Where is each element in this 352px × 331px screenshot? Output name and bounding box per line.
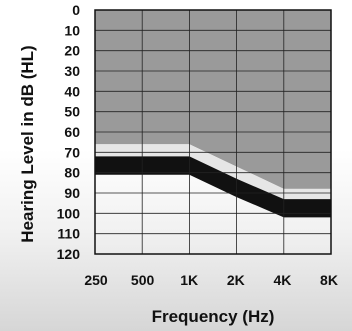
y-tick-label: 120 [57,246,81,262]
x-tick-labels: 250 500 1K 2K 4K 8K [84,272,338,288]
x-tick-label: 500 [131,272,155,288]
x-tick-label: 250 [84,272,108,288]
plot-frame [94,9,332,255]
x-tick-label: 2K [227,272,245,288]
y-axis-label: Hearing Level in dB (HL) [18,45,37,242]
y-tick-label: 60 [64,124,80,140]
y-tick-label: 0 [72,2,80,18]
y-tick-label: 100 [57,205,81,221]
y-tick-label: 70 [64,144,80,160]
y-tick-label: 110 [57,226,80,242]
severity-bands [95,10,331,218]
x-tick-label: 4K [273,272,291,288]
y-tick-label: 30 [64,63,80,79]
x-tick-label: 1K [180,272,198,288]
y-tick-label: 90 [64,185,80,201]
band-1 [95,144,331,200]
y-tick-labels: 0 10 20 30 40 50 60 70 80 90 100 110 120 [57,2,81,262]
grid-lines [95,10,331,254]
x-tick-label: 8K [320,272,338,288]
y-tick-label: 20 [64,43,80,59]
band-2 [95,156,331,218]
y-tick-label: 10 [64,22,80,38]
y-tick-label: 40 [64,83,80,99]
x-axis-label: Frequency (Hz) [152,307,275,326]
y-tick-label: 80 [64,165,80,181]
y-tick-label: 50 [64,104,80,120]
